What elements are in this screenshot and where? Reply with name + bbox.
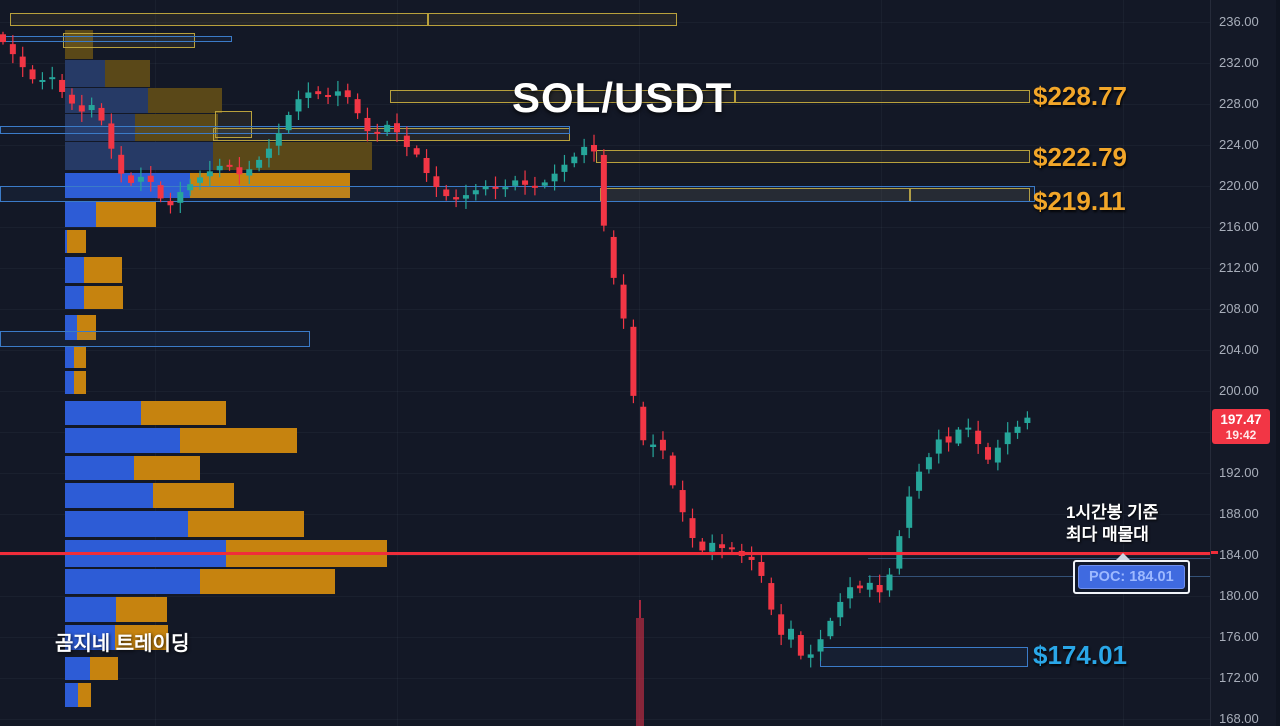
last-price-badge[interactable]: 197.47 19:42 <box>1212 408 1270 444</box>
poc-label: POC: 184.01 <box>1078 565 1185 589</box>
poc-price-line[interactable] <box>0 552 1210 555</box>
long-wick-line <box>639 600 641 618</box>
annotation-line1: 1시간봉 기준 <box>1066 503 1159 522</box>
symbol-title: SOL/USDT <box>512 74 733 121</box>
price-scale[interactable]: 236.00 232.00 228.00 224.00 220.00 216.00 212.… <box>1210 0 1280 726</box>
price-level-label-222: $222.79 <box>1033 142 1127 172</box>
axis-scrollbar-strip[interactable] <box>1276 0 1280 726</box>
price-level-label-174: $174.01 <box>1033 640 1127 670</box>
annotation-line2: 최다 매물대 <box>1066 525 1149 544</box>
poc-label-box[interactable]: POC: 184.01 <box>1073 560 1190 594</box>
price-level-label-228: $228.77 <box>1033 81 1127 111</box>
last-price-value: 197.47 <box>1220 411 1262 427</box>
poc-axis-tick <box>1211 551 1218 554</box>
long-wick-bar <box>636 618 644 726</box>
price-level-label-219: $219.11 <box>1033 186 1126 216</box>
poc-pointer-icon <box>1115 553 1131 561</box>
annotation-text: 1시간봉 기준 최다 매물대 <box>1066 502 1158 546</box>
candlestick-layer <box>0 31 1031 668</box>
poc-callout[interactable]: POC: 184.01 <box>1073 553 1190 594</box>
watermark-text: 곰지네 트레이딩 <box>55 633 190 655</box>
chart-canvas[interactable]: SOL/USDT $228.77 $222.79 $219.11 $174.01… <box>0 0 1210 726</box>
bar-countdown: 19:42 <box>1225 427 1257 442</box>
